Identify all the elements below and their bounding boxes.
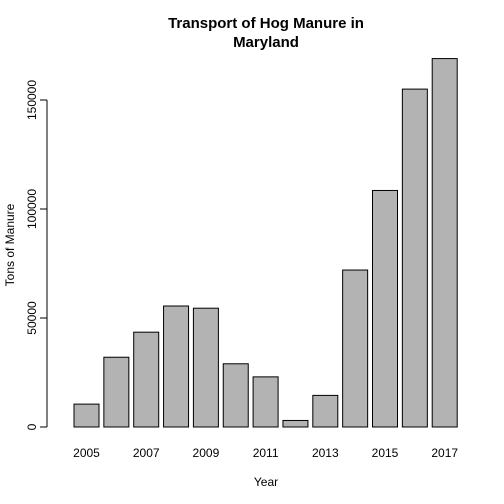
x-tick-label: 2007 (133, 446, 160, 460)
x-tick-label: 2011 (253, 446, 279, 460)
x-tick-label: 2013 (312, 446, 339, 460)
bar-2015 (373, 190, 398, 427)
bar-2008 (164, 306, 189, 427)
bar-2010 (223, 364, 248, 427)
x-tick-label: 2005 (73, 446, 100, 460)
bar-2007 (134, 332, 159, 427)
bar-2006 (104, 357, 129, 427)
x-axis-tick-labels: 2005 2007 2009 2011 2013 2015 2017 (73, 446, 458, 460)
chart-title-line-1: Transport of Hog Manure in (168, 15, 364, 32)
bar-2012 (283, 420, 308, 427)
y-axis: 0 50000 100000 150000 (25, 80, 47, 431)
x-axis-label: Year (254, 475, 278, 489)
bar-2014 (343, 270, 368, 427)
y-tick-label: 150000 (25, 80, 39, 120)
bar-2016 (402, 89, 427, 427)
bar-2009 (193, 308, 218, 427)
bars-group (74, 59, 457, 427)
bar-2005 (74, 404, 99, 427)
bar-2017 (432, 59, 457, 427)
y-tick-label: 0 (25, 423, 39, 430)
x-tick-label: 2009 (193, 446, 220, 460)
y-tick-label: 50000 (25, 301, 39, 335)
chart-title-line-2: Maryland (233, 34, 299, 51)
x-tick-label: 2017 (431, 446, 458, 460)
x-tick-label: 2015 (372, 446, 399, 460)
y-axis-label: Tons of Manure (3, 203, 17, 286)
bar-2013 (313, 395, 338, 427)
bar-2011 (253, 377, 278, 427)
y-tick-label: 100000 (25, 189, 39, 229)
